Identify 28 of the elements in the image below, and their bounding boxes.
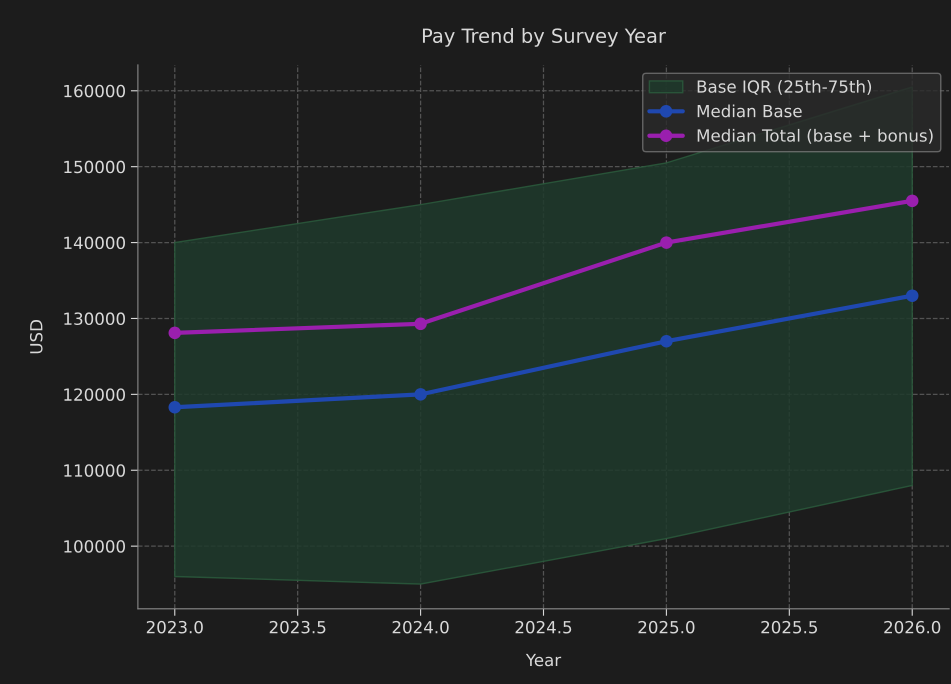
x-tick-label: 2025.5	[761, 620, 818, 634]
point	[168, 326, 182, 340]
x-tick-label: 2026.0	[884, 620, 940, 634]
point	[168, 401, 182, 414]
point	[414, 318, 427, 330]
point	[906, 194, 918, 208]
x-tick-label: 2023.5	[270, 620, 326, 634]
point	[660, 236, 673, 249]
point	[660, 334, 673, 348]
x-tick-label: 2023.0	[146, 620, 203, 634]
y-tick-label: 120000	[64, 388, 125, 401]
chart-title: Pay Trend by Survey Year	[422, 28, 666, 47]
y-tick-label: 130000	[64, 312, 125, 326]
y-axis-title: USD	[30, 320, 43, 354]
x-axis-title: Year	[526, 654, 562, 666]
x-tick-label: 2024.0	[392, 620, 449, 634]
y-tick-label: 100000	[64, 540, 125, 553]
legend-label: Base IQR (25th-75th)	[698, 80, 872, 95]
x-tick-label: 2024.5	[516, 620, 572, 634]
y-tick-label: 110000	[64, 464, 125, 477]
point	[906, 289, 918, 302]
legend-label: Median Base	[698, 104, 802, 118]
y-tick-label: 140000	[64, 236, 125, 250]
x-tick-label: 2025.0	[638, 620, 694, 634]
point	[414, 388, 427, 401]
legend-label: Median Total (base + bonus)	[698, 128, 933, 144]
y-tick-label: 150000	[64, 160, 125, 174]
y-tick-label: 160000	[64, 84, 125, 98]
